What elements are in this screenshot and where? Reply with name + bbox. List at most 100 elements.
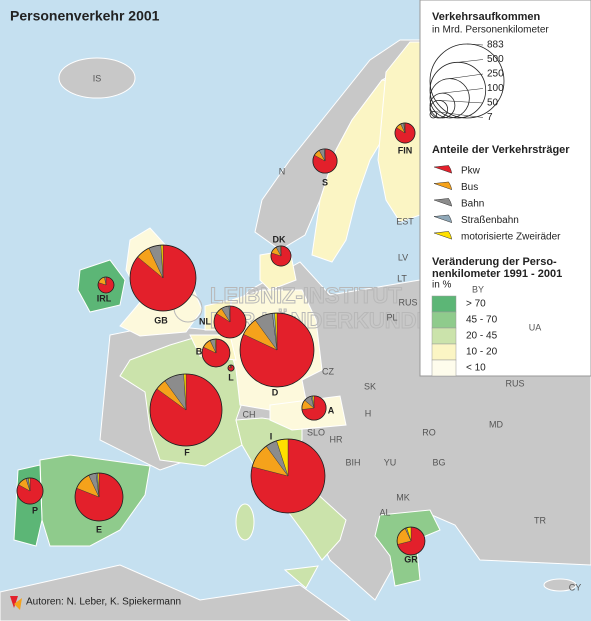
country-label: GB [154, 315, 168, 325]
country-label: RO [422, 427, 436, 437]
pie-outline [201, 338, 231, 368]
country-label: GR [404, 554, 418, 564]
pie-outline [149, 373, 223, 447]
pie [312, 148, 338, 174]
country-label: EST [396, 216, 414, 226]
pie [97, 276, 115, 294]
watermark-line: LEIBNIZ-INSTITUT [210, 283, 402, 308]
country-label: I [270, 431, 273, 441]
country-label: LV [398, 252, 408, 262]
authors: Autoren: N. Leber, K. Spiekermann [26, 597, 181, 608]
sardinia [235, 503, 255, 541]
country-label: MD [489, 419, 503, 429]
country-label: NL [199, 316, 211, 326]
sicily [283, 565, 319, 589]
pie [396, 526, 426, 556]
mode-swatch [433, 181, 453, 191]
size-legend-subtitle: in Mrd. Personenkilometer [432, 25, 549, 36]
pie [270, 245, 292, 267]
author-logo [10, 596, 22, 610]
country-label: SLO [307, 427, 325, 437]
mode-label: motorisierte Zweiräder [461, 232, 561, 243]
change-legend-title: nenkilometer 1991 - 2001 [432, 268, 562, 280]
change-legend-unit: in % [432, 280, 452, 291]
pie-outline [129, 244, 197, 312]
mode-swatch [433, 214, 453, 224]
pie-outline [74, 472, 124, 522]
country-label: IS [93, 73, 102, 83]
pie-outline [97, 276, 115, 294]
pie-outline [250, 438, 326, 514]
class-swatch [431, 359, 457, 377]
class-swatch [431, 343, 457, 361]
mode-swatch [433, 231, 453, 240]
country-label: IRL [97, 293, 112, 303]
pie [250, 438, 326, 514]
pies [16, 122, 426, 556]
country-label: D [272, 387, 279, 397]
pie-outline [312, 148, 338, 174]
country-label: RUS [398, 297, 417, 307]
country-label: S [322, 177, 328, 187]
pie-outline [16, 477, 44, 505]
country-label: F [184, 447, 190, 457]
cyprus [543, 578, 577, 592]
country-label: BIH [345, 457, 360, 467]
class-label: 10 - 20 [466, 347, 498, 358]
title: Personenverkehr 2001 [10, 8, 160, 24]
size-leader [466, 43, 484, 46]
size-value: 50 [487, 98, 499, 109]
size-leader [438, 100, 484, 104]
country-label: FIN [398, 145, 413, 155]
class-label: 20 - 45 [466, 331, 498, 342]
country-label: P [32, 505, 38, 515]
pie [149, 373, 223, 447]
pie-outline [239, 312, 315, 388]
pie [301, 395, 327, 421]
size-value: 883 [487, 40, 504, 51]
size-leader [449, 73, 484, 79]
pie-outline [301, 395, 327, 421]
pie [213, 305, 247, 339]
country-label: UA [529, 322, 542, 332]
pie-outline [213, 305, 247, 339]
class-label: < 10 [466, 363, 486, 374]
country-label: CY [569, 582, 582, 592]
size-legend: 883 500 250 100 50 7 [429, 40, 505, 123]
size-value: 250 [487, 69, 504, 80]
class-swatch [431, 295, 457, 313]
pie [227, 364, 235, 372]
country-label: L [228, 372, 234, 382]
country-label: LT [397, 273, 407, 283]
country-label: AL [379, 507, 390, 517]
mode-label: Pkw [461, 166, 481, 177]
country-label: B [196, 346, 203, 356]
pie [394, 122, 416, 144]
class-swatch [431, 327, 457, 345]
mode-label: Bahn [461, 199, 484, 210]
mode-label: Bus [461, 182, 478, 193]
mode-swatch [433, 165, 453, 174]
pie-outline [394, 122, 416, 144]
country-label: YU [384, 457, 397, 467]
mode-label: Straßenbahn [461, 215, 519, 226]
size-value: 500 [487, 54, 504, 65]
country-label: E [96, 524, 102, 534]
country-label: DK [273, 234, 286, 244]
size-leader [457, 59, 484, 63]
size-value: 100 [487, 83, 504, 94]
iceland [58, 57, 136, 99]
country-label: BY [472, 284, 484, 294]
country-label: CZ [322, 366, 334, 376]
class-label: 45 - 70 [466, 315, 498, 326]
change-legend-title: Veränderung der Perso- [432, 256, 557, 268]
africa [0, 564, 351, 621]
pie [129, 244, 197, 312]
country-label: PL [386, 312, 397, 322]
size-circle [429, 111, 437, 119]
country-label: TR [534, 515, 546, 525]
country-label: MK [396, 492, 410, 502]
country-label: BG [432, 457, 445, 467]
